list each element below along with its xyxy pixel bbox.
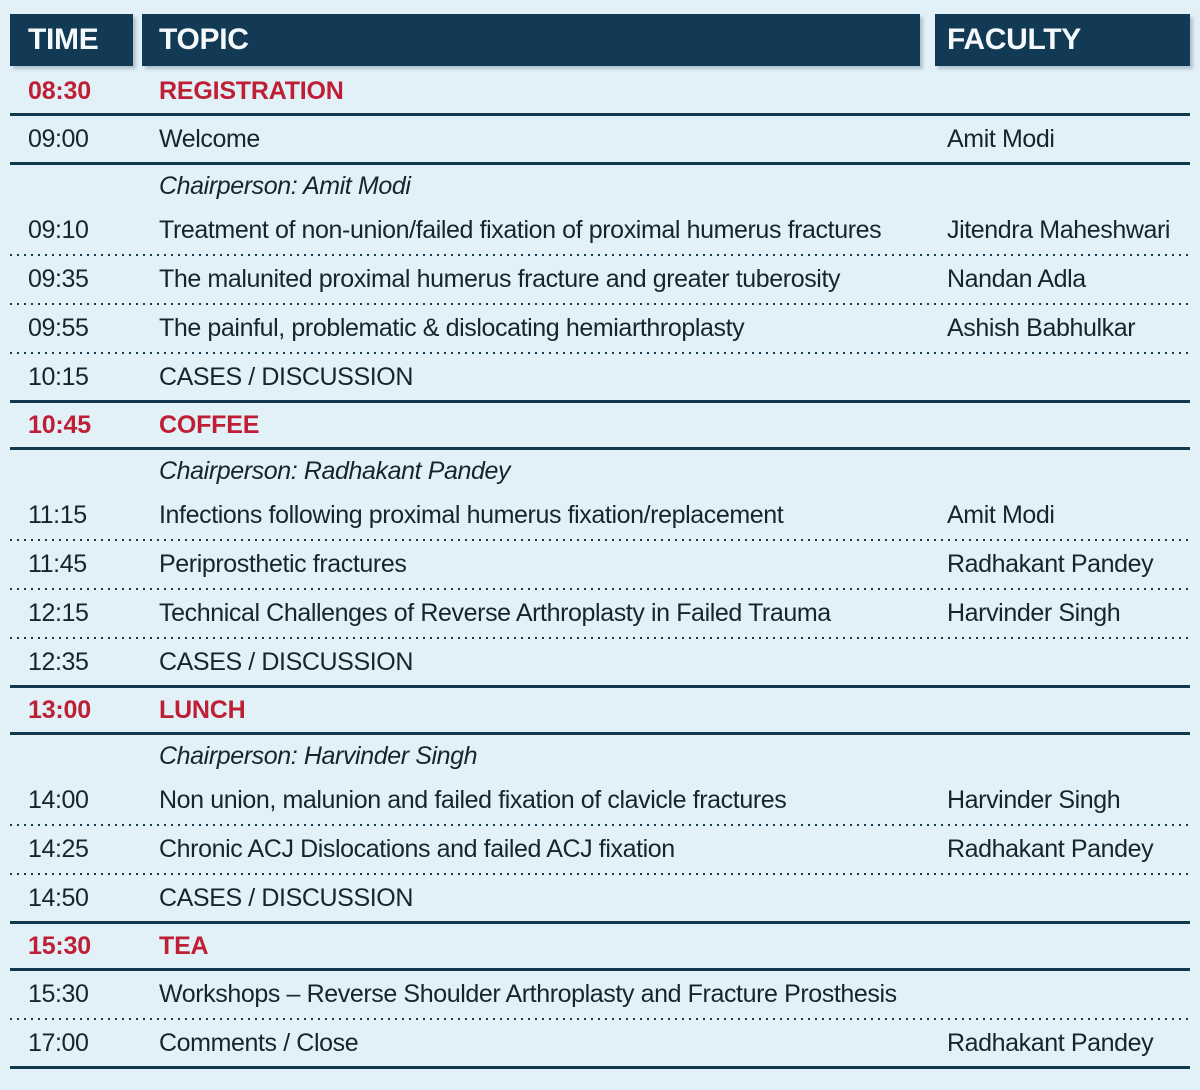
topic-cell: Comments / Close (159, 1028, 359, 1057)
time-cell: 17:00 (28, 1028, 89, 1057)
topic-cell: COFFEE (159, 410, 260, 439)
faculty-cell: Harvinder Singh (947, 598, 1121, 627)
topic-cell: The malunited proximal humerus fracture … (159, 264, 841, 293)
time-cell: 10:15 (28, 362, 89, 391)
schedule-row: 13:00 LUNCH (10, 688, 1190, 732)
header-topic-label: TOPIC (159, 23, 249, 56)
schedule-row: 15:30 Workshops – Reverse Shoulder Arthr… (10, 971, 1190, 1017)
header-time: TIME (10, 14, 133, 66)
schedule-row: 15:30 TEA (10, 924, 1190, 968)
faculty-cell: Amit Modi (947, 124, 1055, 153)
time-cell: 14:50 (28, 883, 89, 912)
schedule-row: 14:25 Chronic ACJ Dislocations and faile… (10, 826, 1190, 872)
faculty-cell: Radhakant Pandey (947, 834, 1154, 863)
topic-cell: Non union, malunion and failed fixation … (159, 785, 787, 814)
schedule-row: 12:15 Technical Challenges of Reverse Ar… (10, 590, 1190, 636)
dotted-separator (10, 302, 1190, 305)
topic-cell: Chairperson: Harvinder Singh (159, 741, 478, 770)
topic-cell: Chronic ACJ Dislocations and failed ACJ … (159, 834, 675, 863)
time-cell: 09:55 (28, 313, 89, 342)
schedule-row: 17:00 Comments / Close Radhakant Pandey (10, 1020, 1190, 1066)
faculty-cell: Ashish Babhulkar (947, 313, 1136, 342)
solid-separator (10, 921, 1190, 924)
time-cell: 15:30 (28, 931, 91, 960)
topic-cell: CASES / DISCUSSION (159, 362, 413, 391)
header-topic: TOPIC (142, 14, 920, 66)
time-cell: 09:00 (28, 124, 89, 153)
schedule-row: 12:35 CASES / DISCUSSION (10, 639, 1190, 685)
time-cell: 08:30 (28, 76, 91, 105)
topic-cell: Welcome (159, 124, 260, 153)
dotted-separator (10, 823, 1190, 826)
schedule-row: 09:00 Welcome Amit Modi (10, 116, 1190, 162)
schedule-row: 11:45 Periprosthetic fractures Radhakant… (10, 541, 1190, 587)
header-faculty: FACULTY (935, 14, 1190, 66)
solid-separator (10, 685, 1190, 688)
dotted-separator (10, 1017, 1190, 1020)
topic-cell: LUNCH (159, 695, 246, 724)
topic-cell: Infections following proximal humerus fi… (159, 500, 784, 529)
topic-cell: The painful, problematic & dislocating h… (159, 313, 745, 342)
topic-cell: Chairperson: Radhakant Pandey (159, 456, 511, 485)
faculty-cell: Amit Modi (947, 500, 1055, 529)
solid-separator (10, 162, 1190, 165)
solid-separator (10, 968, 1190, 971)
schedule-row: Chairperson: Radhakant Pandey (10, 450, 1190, 492)
table-header: TIME TOPIC FACULTY (10, 14, 1190, 66)
faculty-cell: Jitendra Maheshwari (947, 215, 1171, 244)
schedule-row: Chairperson: Amit Modi (10, 165, 1190, 207)
schedule-row: 14:50 CASES / DISCUSSION (10, 875, 1190, 921)
topic-cell: CASES / DISCUSSION (159, 883, 413, 912)
dotted-separator (10, 872, 1190, 875)
solid-separator (10, 113, 1190, 116)
time-cell: 14:00 (28, 785, 89, 814)
time-cell: 14:25 (28, 834, 89, 863)
time-cell: 12:35 (28, 647, 89, 676)
solid-separator (10, 400, 1190, 403)
solid-separator (10, 447, 1190, 450)
time-cell: 11:45 (28, 549, 87, 578)
schedule-row: 10:15 CASES / DISCUSSION (10, 354, 1190, 400)
time-cell: 10:45 (28, 410, 91, 439)
time-cell: 09:10 (28, 215, 89, 244)
time-cell: 13:00 (28, 695, 91, 724)
time-cell: 12:15 (28, 598, 89, 627)
header-time-label: TIME (28, 23, 99, 56)
time-cell: 09:35 (28, 264, 89, 293)
faculty-cell: Nandan Adla (947, 264, 1086, 293)
schedule-row: 09:35 The malunited proximal humerus fra… (10, 256, 1190, 302)
dotted-separator (10, 538, 1190, 541)
schedule-row: 08:30 REGISTRATION (10, 69, 1190, 113)
schedule-row: Chairperson: Harvinder Singh (10, 735, 1190, 777)
solid-separator (10, 732, 1190, 735)
faculty-cell: Radhakant Pandey (947, 1028, 1154, 1057)
dotted-separator (10, 636, 1190, 639)
dotted-separator (10, 351, 1190, 354)
faculty-cell: Harvinder Singh (947, 785, 1121, 814)
faculty-cell: Radhakant Pandey (947, 549, 1154, 578)
topic-cell: REGISTRATION (159, 76, 344, 105)
dotted-separator (10, 253, 1190, 256)
schedule-row: 10:45 COFFEE (10, 403, 1190, 447)
header-faculty-label: FACULTY (947, 23, 1081, 56)
topic-cell: Treatment of non-union/failed fixation o… (159, 215, 882, 244)
solid-separator (10, 1066, 1190, 1069)
schedule-row: 11:15 Infections following proximal hume… (10, 492, 1190, 538)
topic-cell: Technical Challenges of Reverse Arthropl… (159, 598, 831, 627)
schedule-row: 09:55 The painful, problematic & disloca… (10, 305, 1190, 351)
time-cell: 11:15 (28, 500, 87, 529)
topic-cell: TEA (159, 931, 209, 960)
schedule-row: 14:00 Non union, malunion and failed fix… (10, 777, 1190, 823)
time-cell: 15:30 (28, 979, 89, 1008)
topic-cell: Workshops – Reverse Shoulder Arthroplast… (159, 979, 897, 1008)
topic-cell: CASES / DISCUSSION (159, 647, 413, 676)
schedule-row: 09:10 Treatment of non-union/failed fixa… (10, 207, 1190, 253)
topic-cell: Chairperson: Amit Modi (159, 171, 411, 200)
topic-cell: Periprosthetic fractures (159, 549, 407, 578)
schedule-rows: 08:30 REGISTRATION 09:00 Welcome Amit Mo… (10, 69, 1190, 1069)
dotted-separator (10, 587, 1190, 590)
